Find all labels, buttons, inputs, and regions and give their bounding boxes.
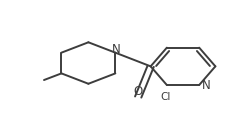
Text: O: O	[133, 85, 143, 98]
Text: N: N	[112, 43, 121, 55]
Text: N: N	[202, 78, 211, 92]
Text: Cl: Cl	[160, 92, 171, 102]
